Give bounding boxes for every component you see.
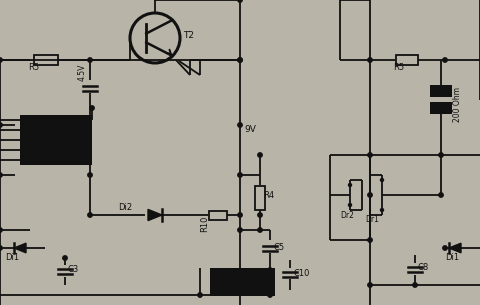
Circle shape [443,246,447,250]
Circle shape [348,184,351,186]
Circle shape [381,178,384,181]
Circle shape [413,283,417,287]
Bar [210,268,275,296]
Bar [209,210,227,220]
Bar [430,102,452,114]
Text: C8: C8 [418,264,429,272]
Text: R10: R10 [200,216,209,232]
Text: 9V: 9V [244,125,256,135]
Circle shape [90,106,94,110]
Polygon shape [14,243,26,253]
Circle shape [238,58,242,62]
Circle shape [63,256,67,260]
Text: Dr1: Dr1 [365,216,379,224]
Text: R5: R5 [28,63,39,73]
Circle shape [268,293,272,297]
Bar [255,186,265,210]
Circle shape [368,58,372,62]
Circle shape [258,228,262,232]
Circle shape [198,293,202,297]
Bar [396,55,418,65]
Circle shape [348,203,351,206]
Bar [430,85,452,97]
Text: Di2: Di2 [118,203,132,211]
Polygon shape [148,210,162,221]
Circle shape [439,193,443,197]
Text: 4.5V: 4.5V [78,63,87,81]
Circle shape [238,228,242,232]
Circle shape [238,213,242,217]
Text: T2: T2 [183,30,194,40]
Bar [20,115,92,165]
Circle shape [268,268,272,272]
Circle shape [88,213,92,217]
Circle shape [368,193,372,197]
Bar [34,55,58,65]
Text: U25: U25 [44,135,60,145]
Circle shape [443,58,447,62]
Circle shape [88,173,92,177]
Text: C10: C10 [293,270,310,278]
Circle shape [0,58,2,62]
Circle shape [238,123,242,127]
Text: C3: C3 [68,265,79,275]
Circle shape [88,58,92,62]
Text: R4: R4 [263,191,274,199]
Polygon shape [449,243,461,253]
Circle shape [238,0,242,2]
Circle shape [258,153,262,157]
Text: R5: R5 [393,63,404,73]
Circle shape [368,238,372,242]
Circle shape [0,246,2,250]
Text: C5: C5 [273,243,284,253]
Text: U26: U26 [230,278,247,286]
Text: Di1: Di1 [445,253,459,263]
Circle shape [238,173,242,177]
Circle shape [0,173,2,177]
Circle shape [238,58,242,62]
Circle shape [439,153,443,157]
Circle shape [0,123,2,127]
Circle shape [258,213,262,217]
Circle shape [368,153,372,157]
Text: 200 Ohm: 200 Ohm [453,88,462,123]
Circle shape [381,209,384,211]
Circle shape [0,228,2,232]
Circle shape [368,283,372,287]
Text: Dr2: Dr2 [340,210,354,220]
Text: Di1: Di1 [5,253,19,263]
